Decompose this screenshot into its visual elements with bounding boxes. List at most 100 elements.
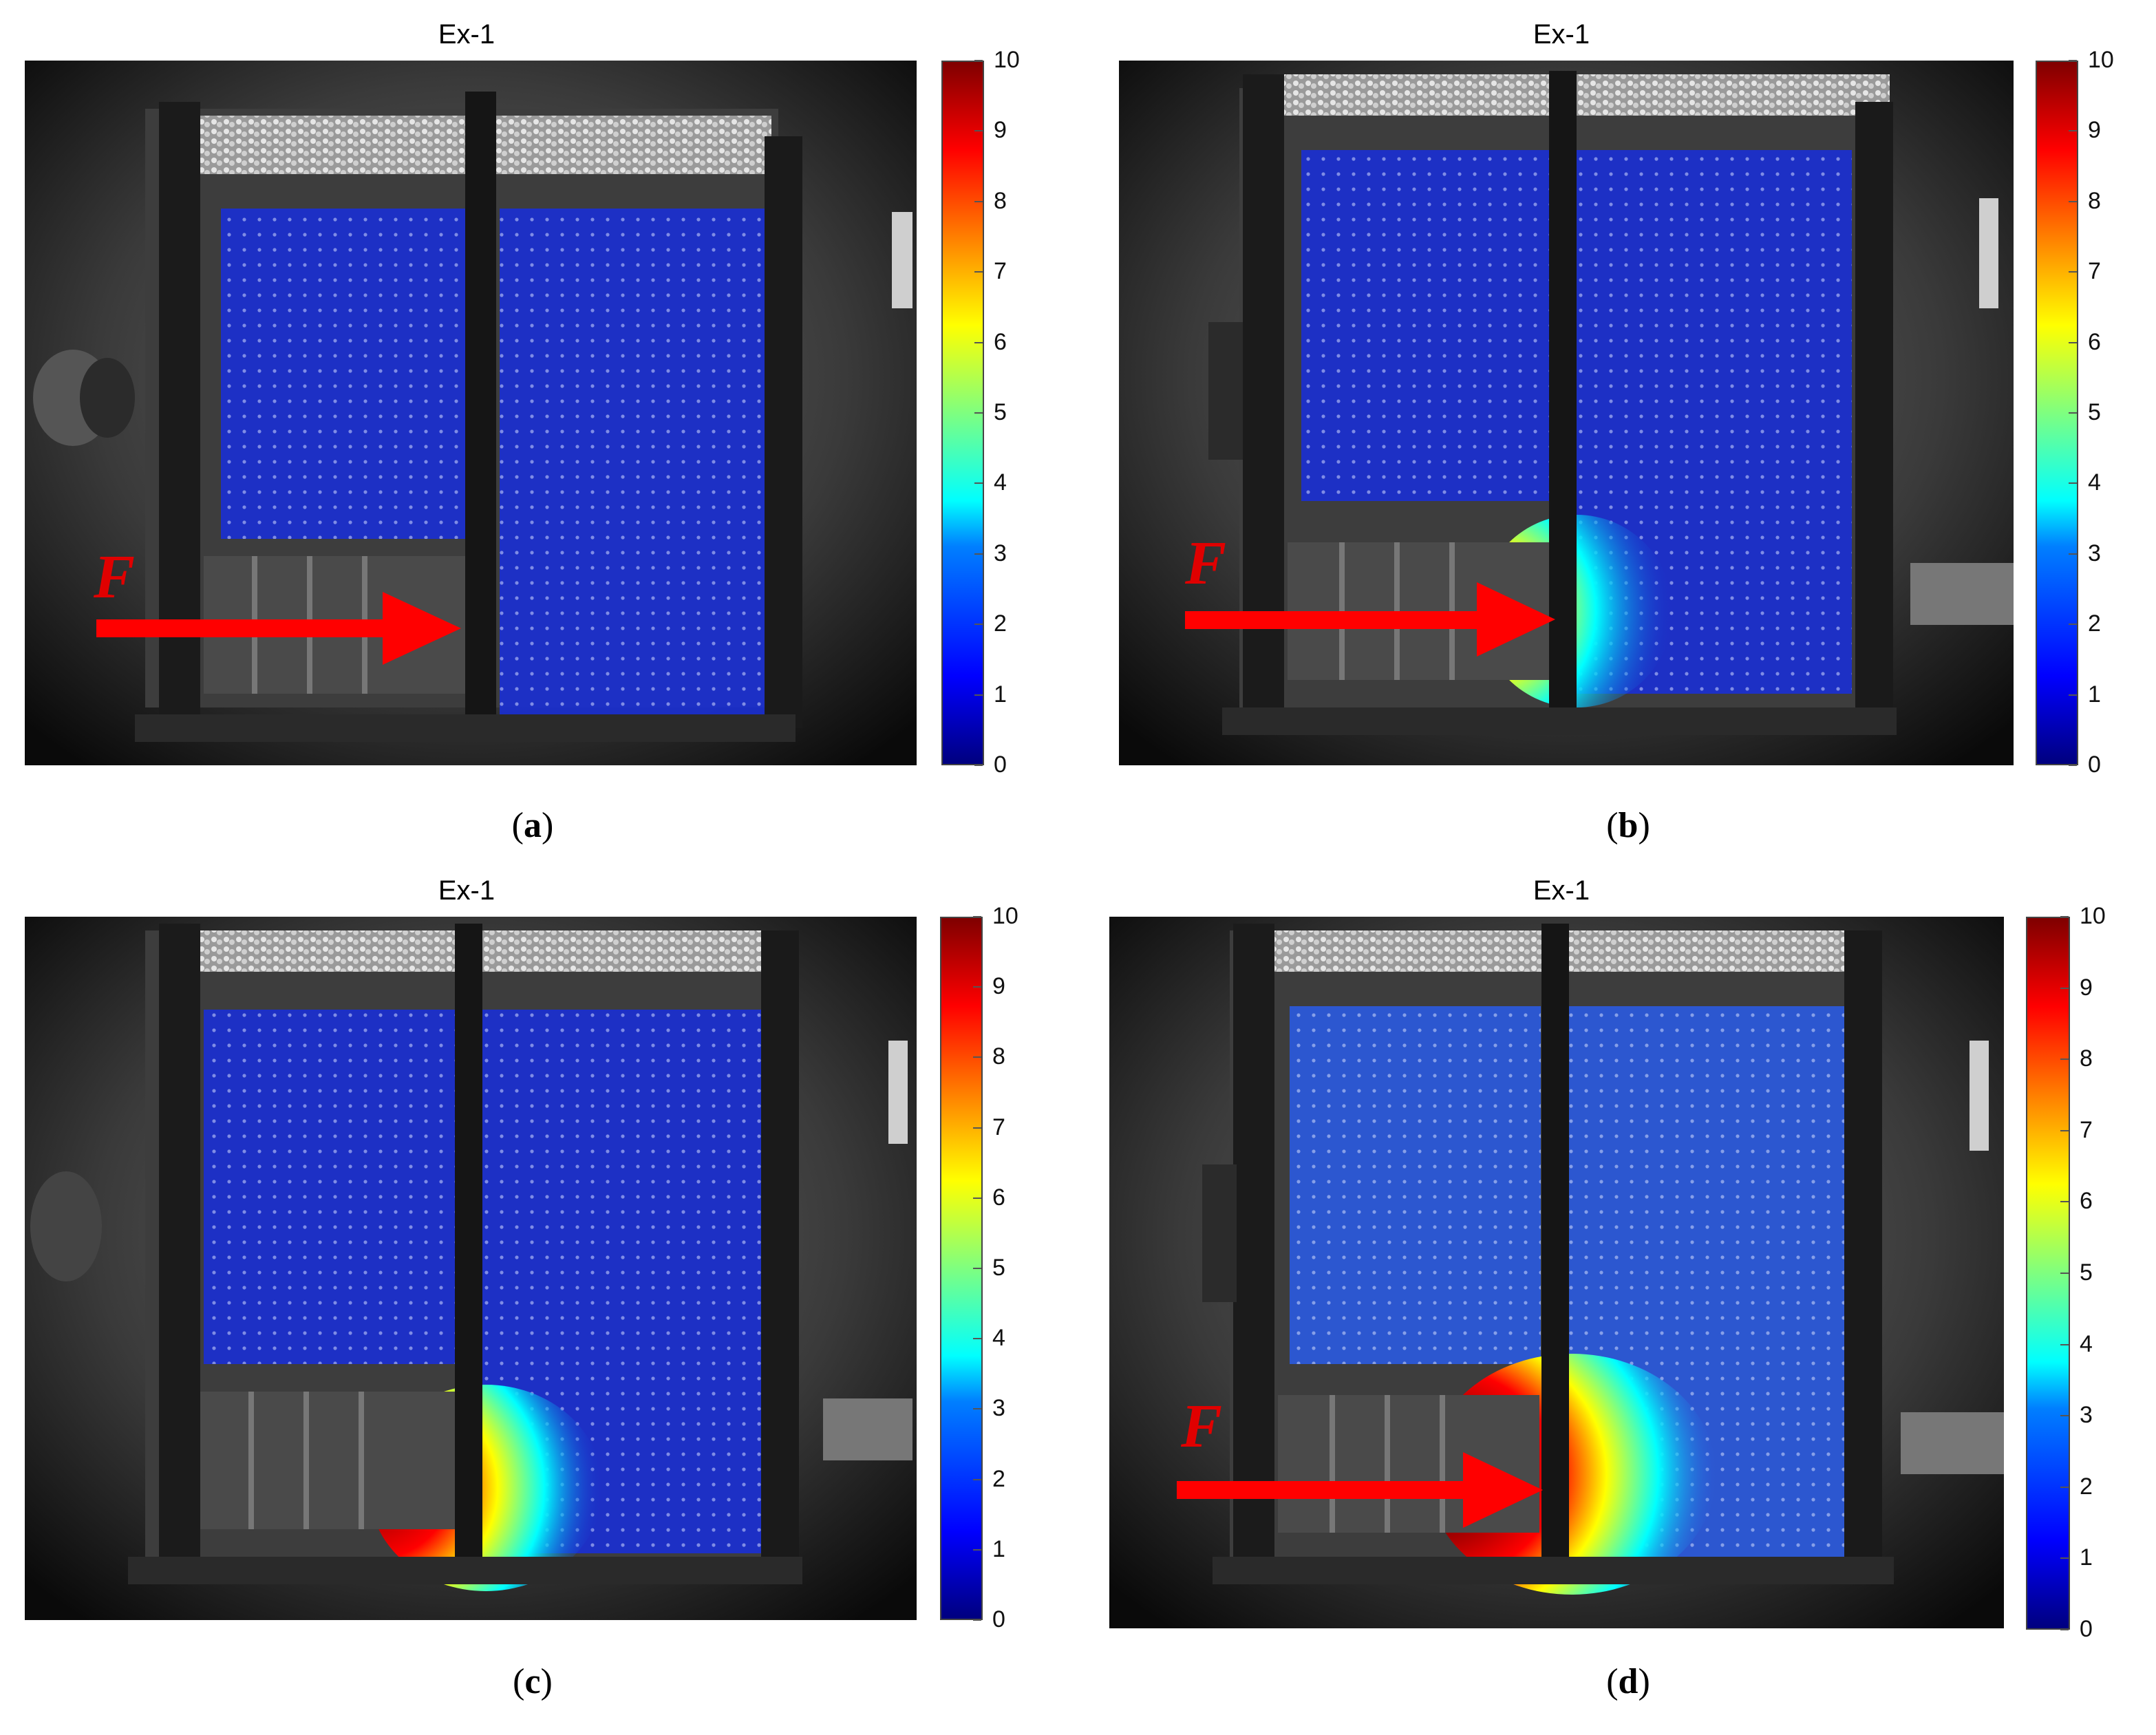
colorbar-tick-mark: [2069, 482, 2077, 485]
colorbar-tick-mark: [2060, 1058, 2069, 1061]
colorbar-tick-mark: [973, 1127, 981, 1129]
colorbar-tick-mark: [2060, 1486, 2069, 1488]
panel-b-image: F: [1119, 61, 2014, 765]
colorbar-tick-mark: [973, 1619, 981, 1621]
colorbar-tick-label: 2: [992, 1465, 1005, 1492]
colorbar-tick-mark: [973, 986, 981, 988]
colorbar-tick-mark: [2069, 341, 2077, 343]
colorbar-tick-mark: [2060, 1415, 2069, 1417]
panel-c-caption: (c): [513, 1662, 553, 1701]
colorbar-tick-label: 5: [992, 1255, 1005, 1281]
colorbar-tick-label: 6: [994, 328, 1007, 355]
panel-b-caption: (b): [1606, 806, 1650, 845]
colorbar-tick-label: 10: [994, 47, 1020, 73]
panel-b-photo: F: [1119, 61, 2014, 765]
colorbar-tick-mark: [2069, 200, 2077, 202]
colorbar-tick-label: 4: [2080, 1330, 2093, 1357]
panel-a-photo: F: [25, 61, 917, 765]
colorbar-tick-mark: [973, 1478, 981, 1480]
colorbar-tick-mark: [974, 271, 983, 273]
colorbar-tick-mark: [2069, 130, 2077, 132]
colorbar-tick-label: 3: [992, 1395, 1005, 1422]
colorbar-tick-mark: [973, 916, 981, 917]
colorbar-tick-label: 1: [2088, 681, 2101, 707]
colorbar-tick-mark: [974, 482, 983, 485]
colorbar-tick-label: 10: [2080, 903, 2106, 929]
colorbar-tick-mark: [974, 624, 983, 626]
colorbar-tick-label: 10: [2088, 47, 2114, 73]
colorbar-tick-mark: [2069, 694, 2077, 696]
colorbar-tick-label: 4: [992, 1325, 1005, 1352]
panel-d-title: Ex-1: [1533, 875, 1590, 906]
colorbar-tick-mark: [974, 341, 983, 343]
colorbar-tick-label: 9: [2088, 117, 2101, 144]
colorbar-tick-label: 8: [992, 1043, 1005, 1070]
colorbar-tick-label: 3: [2088, 540, 2101, 566]
colorbar-tick-label: 5: [2088, 399, 2101, 425]
colorbar-tick-label: 1: [2080, 1544, 2093, 1571]
panel-b-colorbar: 0 1 2 3 4 5 6 7 8 9 10: [2036, 47, 2114, 778]
colorbar-tick-label: 8: [994, 187, 1007, 214]
colorbar-tick-mark: [2060, 1201, 2069, 1203]
colorbar-tick-mark: [2060, 987, 2069, 989]
colorbar-tick-label: 6: [2088, 328, 2101, 355]
colorbar-tick-label: 1: [992, 1535, 1005, 1562]
colorbar-tick-label: 3: [994, 540, 1007, 566]
colorbar-tick-mark: [2069, 271, 2077, 273]
colorbar-tick-mark: [973, 1197, 981, 1199]
colorbar-tick-label: 2: [994, 610, 1007, 637]
panel-d-photo: F: [1109, 917, 2004, 1628]
colorbar-tick-label: 3: [2080, 1402, 2093, 1429]
colorbar-tick-label: 9: [2080, 974, 2093, 1001]
panel-a-caption: (a): [511, 806, 554, 845]
panel-a-colorbar: 0 1 2 3 4 5 6 7 8 9 10: [941, 47, 1020, 778]
colorbar-tick-label: 9: [994, 117, 1007, 144]
colorbar-tick-label: 5: [994, 399, 1007, 425]
colorbar-tick-label: 6: [992, 1184, 1005, 1211]
colorbar-tick-mark: [973, 1268, 981, 1269]
colorbar-tick-mark: [974, 553, 983, 555]
panel-c-colorbar: 0 1 2 3 4 5 6 7 8 9 10: [940, 903, 1018, 1632]
panel-c-title: Ex-1: [438, 875, 495, 906]
colorbar-tick-label: 9: [992, 973, 1005, 1000]
panel-b-title: Ex-1: [1533, 19, 1590, 50]
colorbar-tick-mark: [2060, 916, 2069, 917]
colorbar-tick-mark: [2069, 412, 2077, 414]
colorbar-tick-mark: [973, 1338, 981, 1340]
colorbar-tick-label: 7: [2088, 258, 2101, 285]
colorbar-tick-mark: [974, 200, 983, 202]
colorbar-tick-mark: [2060, 1129, 2069, 1131]
colorbar-tick-label: 7: [992, 1114, 1005, 1140]
colorbar-tick-mark: [2060, 1629, 2069, 1630]
colorbar-tick-mark: [2069, 765, 2077, 766]
colorbar-tick-label: 10: [992, 903, 1018, 929]
colorbar-tick-mark: [974, 130, 983, 132]
colorbar-tick-mark: [2060, 1557, 2069, 1560]
panel-c-photo: [25, 917, 917, 1620]
colorbar-tick-label: 8: [2080, 1045, 2093, 1072]
panel-d-force-label: F: [1180, 1392, 1222, 1460]
colorbar-tick-label: 0: [2088, 752, 2101, 778]
panel-c-image: [25, 917, 917, 1620]
colorbar-tick-label: 6: [2080, 1188, 2093, 1215]
colorbar-tick-label: 5: [2080, 1259, 2093, 1286]
colorbar-tick-label: 7: [994, 258, 1007, 285]
colorbar-tick-mark: [2069, 60, 2077, 61]
colorbar-tick-mark: [2060, 1343, 2069, 1345]
panel-d-image: F: [1109, 917, 2004, 1628]
colorbar-tick-mark: [974, 694, 983, 696]
panel-d-caption: (d): [1606, 1662, 1650, 1701]
panel-b-force-label: F: [1184, 529, 1226, 597]
colorbar-tick-label: 7: [2080, 1116, 2093, 1143]
colorbar-tick-mark: [973, 1408, 981, 1410]
colorbar-tick-mark: [974, 412, 983, 414]
panel-d-colorbar: 0 1 2 3 4 5 6 7 8 9 10: [2026, 903, 2106, 1642]
colorbar-tick-mark: [973, 1056, 981, 1058]
panel-a-image: F: [25, 61, 917, 765]
colorbar-tick-label: 0: [2080, 1616, 2093, 1642]
colorbar-tick-mark: [973, 1548, 981, 1551]
panel-a-title: Ex-1: [438, 19, 495, 50]
panel-a-force-label: F: [93, 543, 135, 611]
colorbar-tick-label: 2: [2088, 610, 2101, 637]
colorbar-tick-mark: [2060, 1273, 2069, 1274]
